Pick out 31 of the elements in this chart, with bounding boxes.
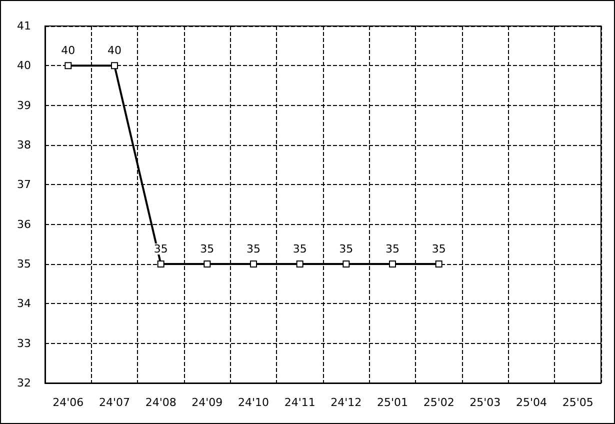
y-tick-label: 37	[17, 178, 31, 192]
data-label: 35	[246, 242, 260, 256]
x-tick-label: 25'01	[376, 396, 408, 409]
x-tick-label: 24'06	[52, 396, 84, 409]
y-tick-label: 39	[17, 98, 31, 112]
data-label: 35	[386, 242, 400, 256]
data-label: 35	[432, 242, 446, 256]
data-label: 35	[339, 242, 354, 256]
data-label: 35	[200, 242, 214, 256]
x-tick-label: 24'07	[98, 396, 130, 409]
data-label: 35	[154, 242, 168, 256]
y-tick-label: 35	[17, 258, 31, 270]
y-tick-label: 32	[17, 376, 31, 390]
y-tick-label: 40	[17, 59, 31, 72]
x-tick-label: 24'11	[284, 396, 316, 409]
x-tick-label: 24'12	[330, 396, 362, 409]
y-tick-label: 33	[17, 336, 31, 350]
x-tick-label: 25'03	[470, 396, 501, 409]
y-tick-label: 34	[17, 297, 31, 310]
data-label: 35	[292, 242, 307, 256]
y-tick-label: 38	[17, 138, 31, 152]
x-tick-label: 25'05	[562, 396, 594, 409]
x-tick-label: 24'10	[238, 396, 270, 409]
x-tick-label: 25'02	[423, 396, 454, 409]
data-label: 40	[61, 44, 76, 58]
x-tick-label: 24'08	[145, 396, 176, 409]
data-label: 40	[108, 44, 122, 58]
y-tick-label: 41	[17, 20, 31, 32]
x-tick-label: 25'04	[516, 396, 548, 409]
y-tick-label: 36	[17, 218, 31, 231]
x-tick-label: 24'09	[192, 396, 223, 409]
